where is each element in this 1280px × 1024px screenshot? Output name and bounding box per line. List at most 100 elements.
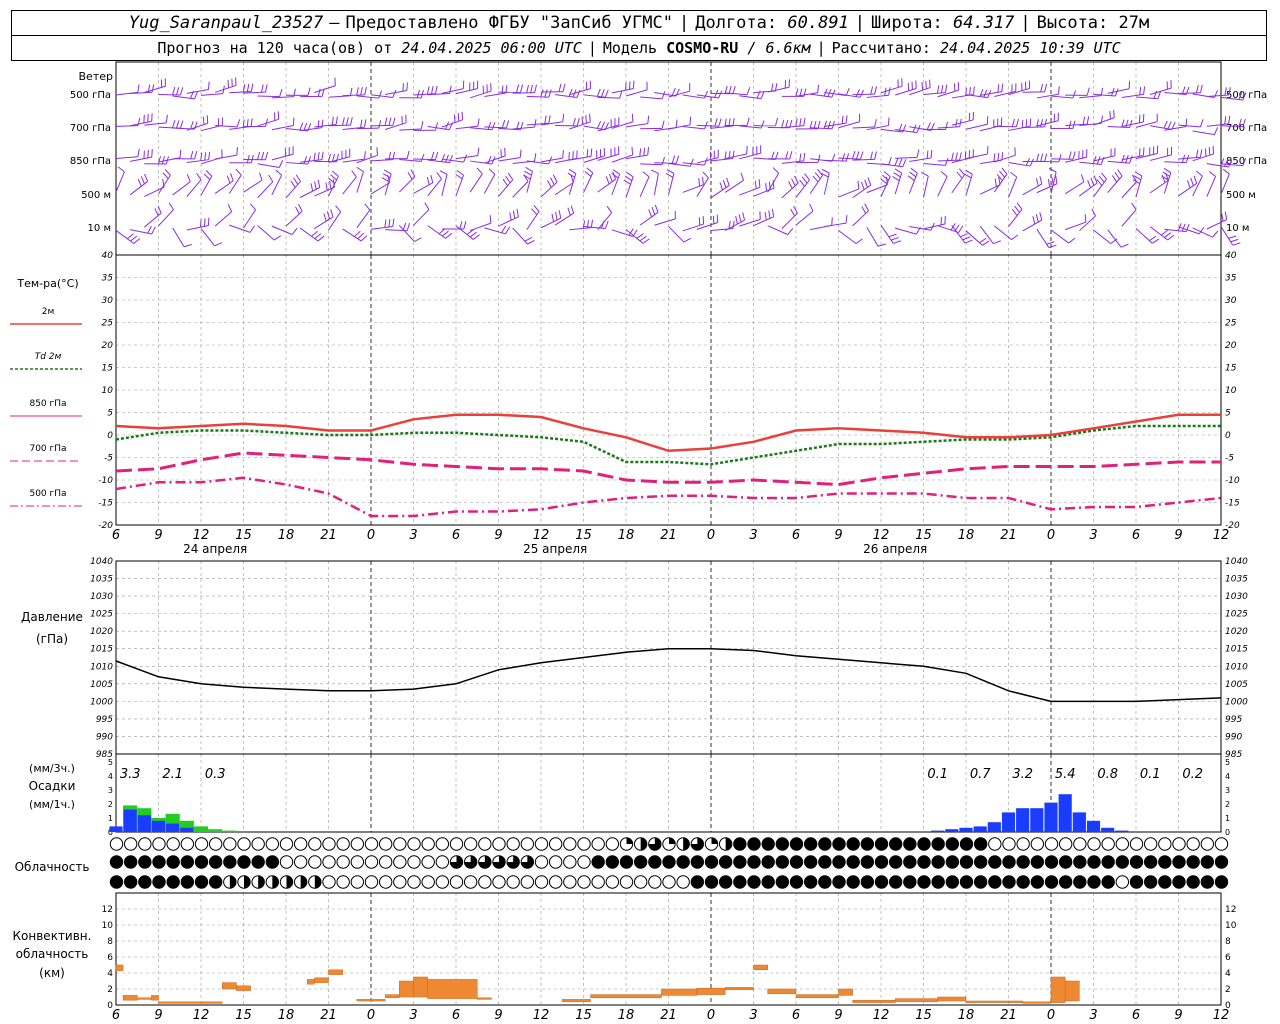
x-tick-label-bottom: 0 bbox=[1047, 1008, 1055, 1023]
x-tick-label: 9 bbox=[494, 528, 502, 543]
wind-barb bbox=[824, 222, 847, 228]
cloud-symbol bbox=[109, 837, 124, 851]
wind-barb-flag bbox=[489, 215, 492, 224]
conv-bar bbox=[724, 987, 754, 991]
wind-barb bbox=[880, 85, 903, 94]
precip-tick-left: 5 bbox=[108, 758, 113, 767]
cloud-symbol bbox=[548, 875, 563, 889]
wind-barb-flag bbox=[505, 175, 511, 184]
temp-legend-label: 850 гПа bbox=[29, 399, 66, 409]
wind-barb-flag bbox=[457, 113, 460, 122]
wind-barb-flag bbox=[459, 221, 463, 230]
cloud-symbol bbox=[874, 837, 889, 851]
precip-1h-bar bbox=[931, 830, 945, 832]
wind-barb bbox=[979, 225, 994, 245]
wind-barb-flag bbox=[383, 169, 392, 175]
wind-barb-flag bbox=[770, 83, 774, 92]
cloud-symbol bbox=[393, 837, 407, 851]
wind-barb-flag bbox=[161, 156, 166, 165]
wind-barb-flag bbox=[455, 173, 463, 180]
wind-barb bbox=[895, 88, 917, 96]
wind-barb-flag bbox=[1021, 119, 1024, 128]
cloud-symbol bbox=[846, 875, 860, 889]
conv-bar bbox=[852, 999, 896, 1003]
wind-barb-flag bbox=[438, 228, 446, 235]
wind-barb bbox=[725, 92, 748, 96]
precip-1h-bar bbox=[945, 829, 959, 832]
wind-barb-flag bbox=[1121, 154, 1125, 163]
wind-barb bbox=[640, 96, 663, 100]
cloud-symbol bbox=[761, 855, 775, 869]
wind-barb bbox=[682, 162, 705, 166]
cloud-symbol bbox=[988, 855, 1002, 869]
wind-barb-flag bbox=[196, 172, 202, 181]
wind-barb-flag bbox=[801, 176, 808, 184]
x-tick-label: 15 bbox=[575, 528, 592, 543]
temp-tick-left: 15 bbox=[102, 364, 114, 374]
panel-frame bbox=[115, 753, 1222, 833]
wind-barb-flag bbox=[965, 87, 967, 96]
cloud-symbol bbox=[449, 875, 464, 889]
precip-3h-bar bbox=[179, 820, 194, 832]
conv-bar bbox=[1008, 1000, 1023, 1003]
wind-barb bbox=[668, 90, 690, 98]
conv-bar bbox=[236, 985, 251, 991]
wind-barb-flag bbox=[738, 214, 742, 223]
wind-barb bbox=[342, 158, 365, 163]
wind-barb-flag bbox=[204, 152, 207, 161]
wind-barb-flag bbox=[732, 85, 736, 94]
precip-tick-right: 2 bbox=[1225, 800, 1230, 809]
wind-barb-flag bbox=[291, 227, 298, 235]
wind-barb bbox=[668, 163, 691, 167]
wind-barb bbox=[229, 224, 251, 233]
wind-barb-flag bbox=[551, 213, 555, 222]
precip-1h-bar bbox=[973, 826, 987, 832]
precip-1h-bar bbox=[137, 815, 151, 832]
wind-barb-flag bbox=[544, 115, 547, 124]
cloud-symbol bbox=[1016, 875, 1030, 889]
precip-1h-bar bbox=[1129, 831, 1143, 832]
precip-total-label: 0.2 bbox=[1182, 767, 1203, 782]
wind-barb-flag bbox=[307, 156, 311, 165]
wind-level-label-right: 10 м bbox=[1226, 223, 1249, 234]
wind-barb bbox=[653, 173, 659, 196]
cloud-symbol bbox=[577, 855, 591, 869]
wind-barb-flag bbox=[589, 113, 591, 122]
wind-barb bbox=[1121, 181, 1138, 199]
conv-bar bbox=[562, 999, 591, 1003]
wind-barb-flag bbox=[874, 119, 877, 128]
wind-barb bbox=[1178, 92, 1201, 95]
cloud-symbol bbox=[1214, 855, 1229, 869]
wind-barb-flag bbox=[625, 82, 627, 91]
wind-barb-flag bbox=[1138, 148, 1141, 157]
wind-barb-flag bbox=[388, 117, 392, 126]
cloud-symbol bbox=[378, 875, 393, 889]
wind-barb bbox=[739, 218, 761, 227]
temp-tick-left: 40 bbox=[102, 251, 114, 261]
precip-1h-bar bbox=[1086, 820, 1101, 832]
wind-barb-flag bbox=[916, 125, 921, 133]
wind-barb bbox=[1192, 130, 1215, 136]
wind-barb-flag bbox=[331, 116, 334, 125]
wind-barb-flag bbox=[1011, 118, 1016, 127]
wind-barb-flag bbox=[632, 80, 635, 89]
wind-barb bbox=[441, 174, 448, 196]
cloud-symbol bbox=[407, 837, 421, 851]
wind-barb-flag bbox=[1111, 175, 1118, 183]
date-label: 24 апреля bbox=[183, 542, 247, 556]
wind-barb bbox=[413, 182, 433, 194]
cloud-symbol bbox=[648, 855, 662, 869]
conv-tick-left: 6 bbox=[107, 953, 113, 963]
wind-level-label-right: 500 м bbox=[1226, 190, 1256, 201]
wind-barb-flag bbox=[890, 236, 899, 241]
wind-barb-flag bbox=[327, 153, 332, 162]
wind-barb bbox=[215, 84, 237, 93]
wind-barb bbox=[370, 124, 394, 127]
cloud-symbol bbox=[279, 837, 294, 851]
wind-barb-flag bbox=[331, 153, 336, 162]
conv-title-line3: (км) bbox=[39, 966, 65, 980]
wind-barb-flag bbox=[845, 87, 850, 96]
x-tick-label: 15 bbox=[915, 528, 932, 543]
cloud-symbol bbox=[251, 837, 265, 851]
x-tick-label-bottom: 12 bbox=[1213, 1008, 1230, 1023]
